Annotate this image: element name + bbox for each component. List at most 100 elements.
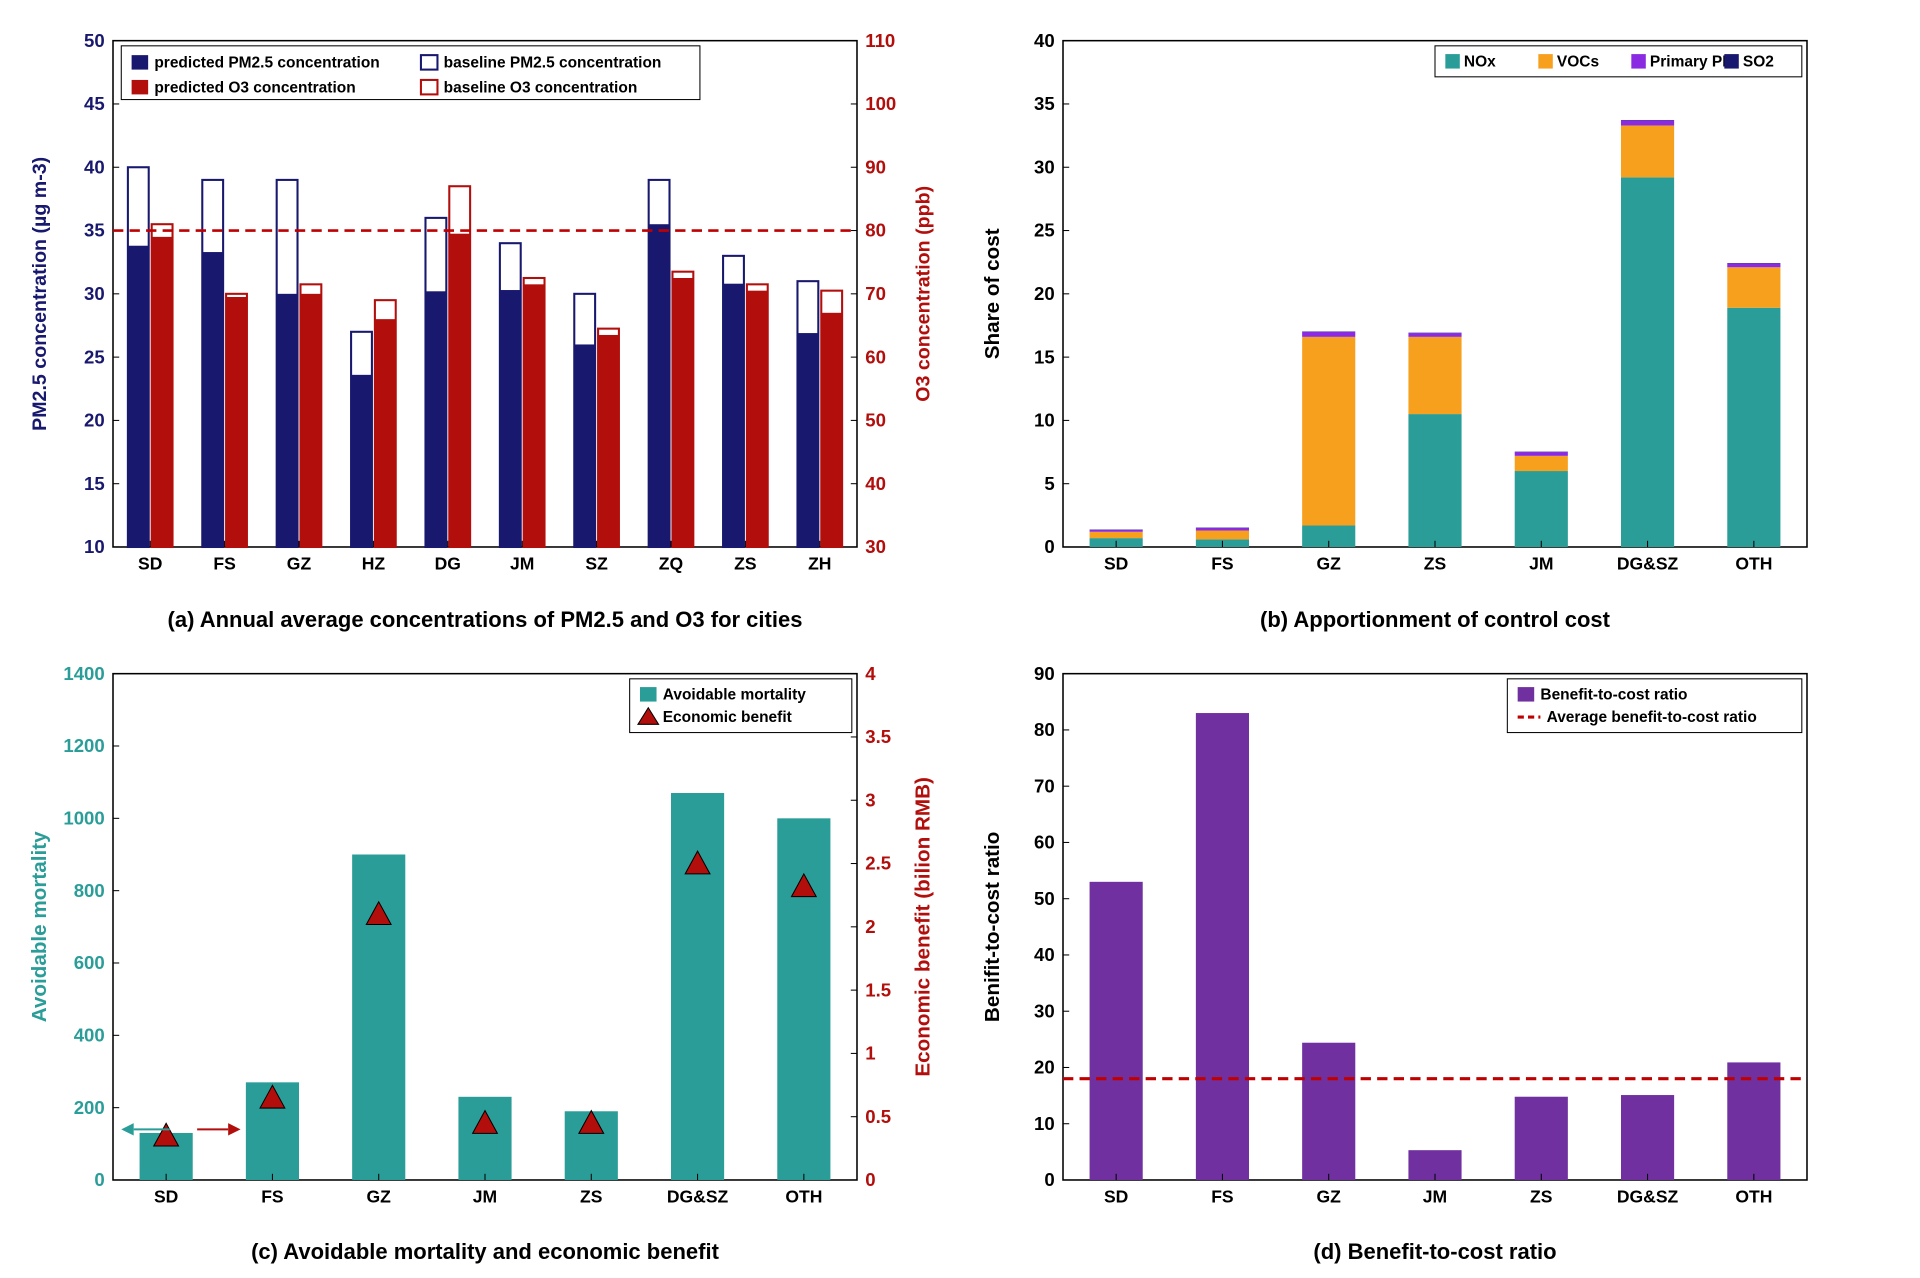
svg-text:45: 45 (84, 93, 105, 114)
svg-text:ZS: ZS (1530, 1186, 1553, 1206)
svg-text:0.5: 0.5 (865, 1106, 891, 1127)
svg-text:30: 30 (1034, 156, 1055, 177)
panel-b: 0510152025303540SDFSGZZSJMDG&SZOTHShare … (970, 20, 1900, 633)
svg-text:1400: 1400 (63, 663, 104, 684)
svg-text:OTH: OTH (785, 1186, 822, 1206)
svg-text:OTH: OTH (1735, 1186, 1772, 1206)
svg-text:0: 0 (865, 1169, 875, 1190)
svg-text:600: 600 (74, 952, 105, 973)
svg-text:ZQ: ZQ (659, 554, 683, 574)
svg-text:1.5: 1.5 (865, 979, 891, 1000)
svg-text:3.5: 3.5 (865, 726, 891, 747)
svg-text:Share of cost: Share of cost (981, 228, 1004, 359)
svg-text:60: 60 (865, 346, 886, 367)
svg-text:200: 200 (74, 1097, 105, 1118)
svg-text:ZS: ZS (734, 554, 757, 574)
svg-text:400: 400 (74, 1024, 105, 1045)
chart-d-svg: 0102030405060708090SDFSGZJMZSDG&SZOTHBen… (970, 653, 1900, 1232)
svg-text:40: 40 (1034, 944, 1055, 965)
svg-text:800: 800 (74, 880, 105, 901)
svg-text:GZ: GZ (1317, 1186, 1342, 1206)
svg-text:ZS: ZS (1424, 554, 1447, 574)
svg-text:SD: SD (1104, 1186, 1128, 1206)
svg-text:20: 20 (1034, 283, 1055, 304)
svg-text:90: 90 (1034, 663, 1055, 684)
svg-text:100: 100 (865, 93, 896, 114)
svg-text:70: 70 (1034, 775, 1055, 796)
svg-text:30: 30 (865, 536, 886, 557)
svg-text:35: 35 (84, 220, 105, 241)
svg-text:SD: SD (154, 1186, 178, 1206)
svg-text:15: 15 (84, 473, 105, 494)
svg-text:FS: FS (1211, 554, 1234, 574)
svg-text:1: 1 (865, 1042, 875, 1063)
svg-text:DG: DG (435, 554, 461, 574)
svg-text:0: 0 (1044, 1169, 1054, 1190)
svg-text:JM: JM (473, 1186, 497, 1206)
panel-c: 020040060080010001200140000.511.522.533.… (20, 653, 950, 1266)
svg-text:SO2: SO2 (1743, 53, 1774, 70)
svg-text:GZ: GZ (1317, 554, 1342, 574)
svg-text:Average benefit-to-cost ratio: Average benefit-to-cost ratio (1547, 709, 1757, 726)
svg-text:ZH: ZH (808, 554, 831, 574)
svg-text:GZ: GZ (367, 1186, 392, 1206)
caption-a: (a) Annual average concentrations of PM2… (20, 607, 950, 633)
svg-text:ZS: ZS (580, 1186, 603, 1206)
svg-text:SZ: SZ (585, 554, 608, 574)
svg-text:Economic benefit (bilion RMB): Economic benefit (bilion RMB) (911, 777, 934, 1077)
panel-a: 10152025303540455030405060708090100110SD… (20, 20, 950, 633)
chart-c-svg: 020040060080010001200140000.511.522.533.… (20, 653, 950, 1232)
svg-text:PM2.5 concentration (µg m-3): PM2.5 concentration (µg m-3) (29, 157, 51, 431)
svg-text:40: 40 (865, 473, 886, 494)
svg-text:10: 10 (1034, 410, 1055, 431)
svg-text:DG&SZ: DG&SZ (1617, 554, 1679, 574)
chart-grid: 10152025303540455030405060708090100110SD… (0, 0, 1920, 1278)
svg-text:NOx: NOx (1464, 53, 1496, 70)
svg-text:25: 25 (1034, 220, 1055, 241)
caption-d: (d) Benefit-to-cost ratio (970, 1239, 1900, 1265)
svg-text:FS: FS (261, 1186, 284, 1206)
svg-text:JM: JM (1423, 1186, 1447, 1206)
svg-text:90: 90 (865, 156, 886, 177)
svg-text:60: 60 (1034, 831, 1055, 852)
svg-text:predicted O3 concentration: predicted O3 concentration (154, 79, 355, 96)
svg-text:50: 50 (1034, 888, 1055, 909)
svg-text:JM: JM (510, 554, 534, 574)
svg-text:0: 0 (94, 1169, 104, 1190)
svg-text:35: 35 (1034, 93, 1055, 114)
svg-text:0: 0 (1044, 536, 1054, 557)
svg-text:50: 50 (865, 410, 886, 431)
svg-text:25: 25 (84, 346, 105, 367)
chart-a-svg: 10152025303540455030405060708090100110SD… (20, 20, 950, 599)
svg-text:SD: SD (1104, 554, 1128, 574)
svg-text:FS: FS (213, 554, 236, 574)
svg-text:Primary PM: Primary PM (1650, 53, 1735, 70)
svg-text:4: 4 (865, 663, 876, 684)
svg-text:5: 5 (1044, 473, 1054, 494)
svg-text:2.5: 2.5 (865, 852, 891, 873)
svg-text:40: 40 (1034, 30, 1055, 51)
svg-text:FS: FS (1211, 1186, 1234, 1206)
svg-text:30: 30 (84, 283, 105, 304)
svg-text:110: 110 (865, 30, 895, 51)
svg-text:predicted PM2.5 concentration: predicted PM2.5 concentration (154, 55, 379, 72)
svg-text:1200: 1200 (63, 735, 104, 756)
svg-text:HZ: HZ (362, 554, 386, 574)
svg-text:GZ: GZ (287, 554, 312, 574)
svg-text:30: 30 (1034, 1000, 1055, 1021)
svg-text:70: 70 (865, 283, 886, 304)
svg-text:40: 40 (84, 156, 105, 177)
caption-b: (b) Apportionment of control cost (970, 607, 1900, 633)
svg-text:DG&SZ: DG&SZ (667, 1186, 729, 1206)
svg-text:10: 10 (1034, 1113, 1055, 1134)
svg-text:baseline O3 concentration: baseline O3 concentration (444, 79, 638, 96)
svg-text:20: 20 (1034, 1056, 1055, 1077)
svg-text:20: 20 (84, 410, 105, 431)
svg-text:O3 concentration (ppb): O3 concentration (ppb) (912, 186, 934, 402)
svg-text:1000: 1000 (63, 807, 104, 828)
panel-d: 0102030405060708090SDFSGZJMZSDG&SZOTHBen… (970, 653, 1900, 1266)
svg-text:JM: JM (1529, 554, 1553, 574)
svg-text:Benefit-to-cost ratio: Benefit-to-cost ratio (1540, 686, 1687, 703)
svg-text:15: 15 (1034, 346, 1055, 367)
svg-text:10: 10 (84, 536, 105, 557)
